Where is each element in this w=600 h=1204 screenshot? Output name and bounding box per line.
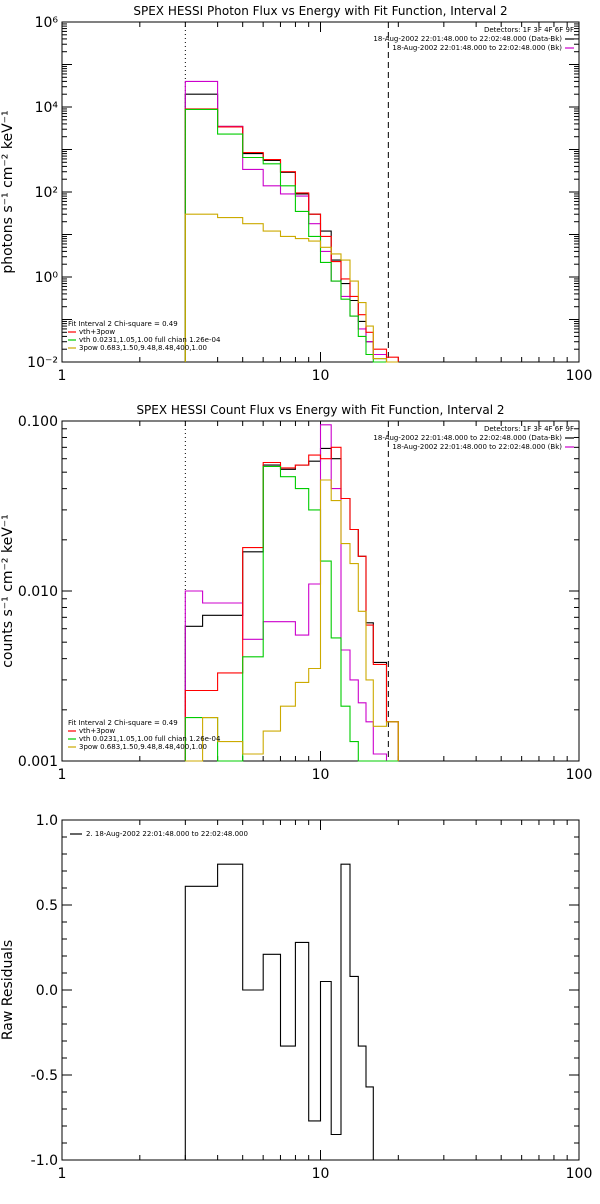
chart-panel-2: SPEX HESSI Count Flux vs Energy with Fit… <box>0 403 592 783</box>
y-tick-label: 0.100 <box>18 414 58 430</box>
legend-header: Fit Interval 2 Chi-square = 0.49 <box>68 320 178 328</box>
y-tick-label: 10² <box>35 185 58 201</box>
legend-item: vth 0.0231,1.05,1.00 full chian 1.26e-04 <box>79 336 221 344</box>
y-tick-label: 10⁴ <box>35 100 59 116</box>
legend-item: vth+3pow <box>79 328 115 336</box>
series-line-3pow <box>184 213 399 363</box>
y-tick-label: 1.0 <box>36 813 58 829</box>
x-tick-label: 1 <box>58 767 67 783</box>
legend-item: 3pow 0.683,1.50,9.48,8.48,400,1.00 <box>79 344 207 352</box>
y-tick-label: 10⁰ <box>35 270 59 286</box>
x-tick-label: 100 <box>566 1166 593 1182</box>
series-line-3pow <box>185 479 399 762</box>
series-line-vth <box>184 465 399 762</box>
y-tick-label: 0.0 <box>36 983 58 999</box>
legend-item: vth+3pow <box>79 727 115 735</box>
series-line-vth <box>184 108 399 363</box>
legend-header: Fit Interval 2 Chi-square = 0.49 <box>68 719 178 727</box>
y-tick-label: 0.010 <box>18 584 58 600</box>
y-axis-label: photons s⁻¹ cm⁻² keV⁻¹ <box>0 110 16 273</box>
legend-item: 2. 18-Aug-2002 22:01:48.000 to 22:02:48.… <box>86 830 248 838</box>
chart-title: SPEX HESSI Photon Flux vs Energy with Fi… <box>133 4 507 18</box>
legend-item: 18-Aug-2002 22:01:48.000 to 22:02:48.000… <box>392 44 562 52</box>
series-line-vth-3pow <box>184 108 399 362</box>
y-tick-label: -1.0 <box>31 1153 58 1169</box>
chart-panel-3: 1 10 100 -1.0 -0.5 0.0 0.5 1.0 Raw Residuals 2. 1… <box>0 813 592 1182</box>
chart-panel-1: SPEX HESSI Photon Flux vs Energy with Fi… <box>0 4 592 384</box>
legend-item: 18-Aug-2002 22:01:48.000 to 22:02:48.000… <box>373 35 562 43</box>
legend-item: vth 0.0231,1.05,1.00 full chian 1.26e-04 <box>79 735 221 743</box>
series-line-2-18-aug-2002-22-01-48-000-to-22-02-48-000 <box>184 863 374 1160</box>
y-tick-label: 0.5 <box>36 898 58 914</box>
chart-title: SPEX HESSI Count Flux vs Energy with Fit… <box>136 403 504 417</box>
x-tick-label: 100 <box>566 368 593 384</box>
x-tick-label: 10 <box>312 1166 330 1182</box>
legend-header: Detectors: 1F 3F 4F 6F 9F <box>484 26 574 34</box>
y-axis-label: counts s⁻¹ cm⁻² keV⁻¹ <box>0 514 16 668</box>
x-tick-label: 100 <box>566 767 593 783</box>
x-tick-label: 10 <box>312 368 330 384</box>
y-tick-label: -0.5 <box>31 1068 58 1084</box>
x-tick-label: 1 <box>58 1166 67 1182</box>
x-tick-label: 1 <box>58 368 67 384</box>
x-tick-label: 10 <box>312 767 330 783</box>
y-tick-label: 10⁻² <box>27 355 58 371</box>
series-line-vth-3pow <box>184 446 399 761</box>
legend-item: 3pow 0.683,1.50,9.48,8.48,400,1.00 <box>79 743 207 751</box>
legend-item: 18-Aug-2002 22:01:48.000 to 22:02:48.000… <box>392 443 562 451</box>
y-axis-label: Raw Residuals <box>0 940 16 1040</box>
legend-header: Detectors: 1F 3F 4F 6F 9F <box>484 425 574 433</box>
plot-frame <box>61 21 580 363</box>
legend-item: 18-Aug-2002 22:01:48.000 to 22:02:48.000… <box>373 434 562 442</box>
y-tick-label: 0.001 <box>18 754 58 770</box>
y-tick-label: 10⁶ <box>35 15 59 31</box>
